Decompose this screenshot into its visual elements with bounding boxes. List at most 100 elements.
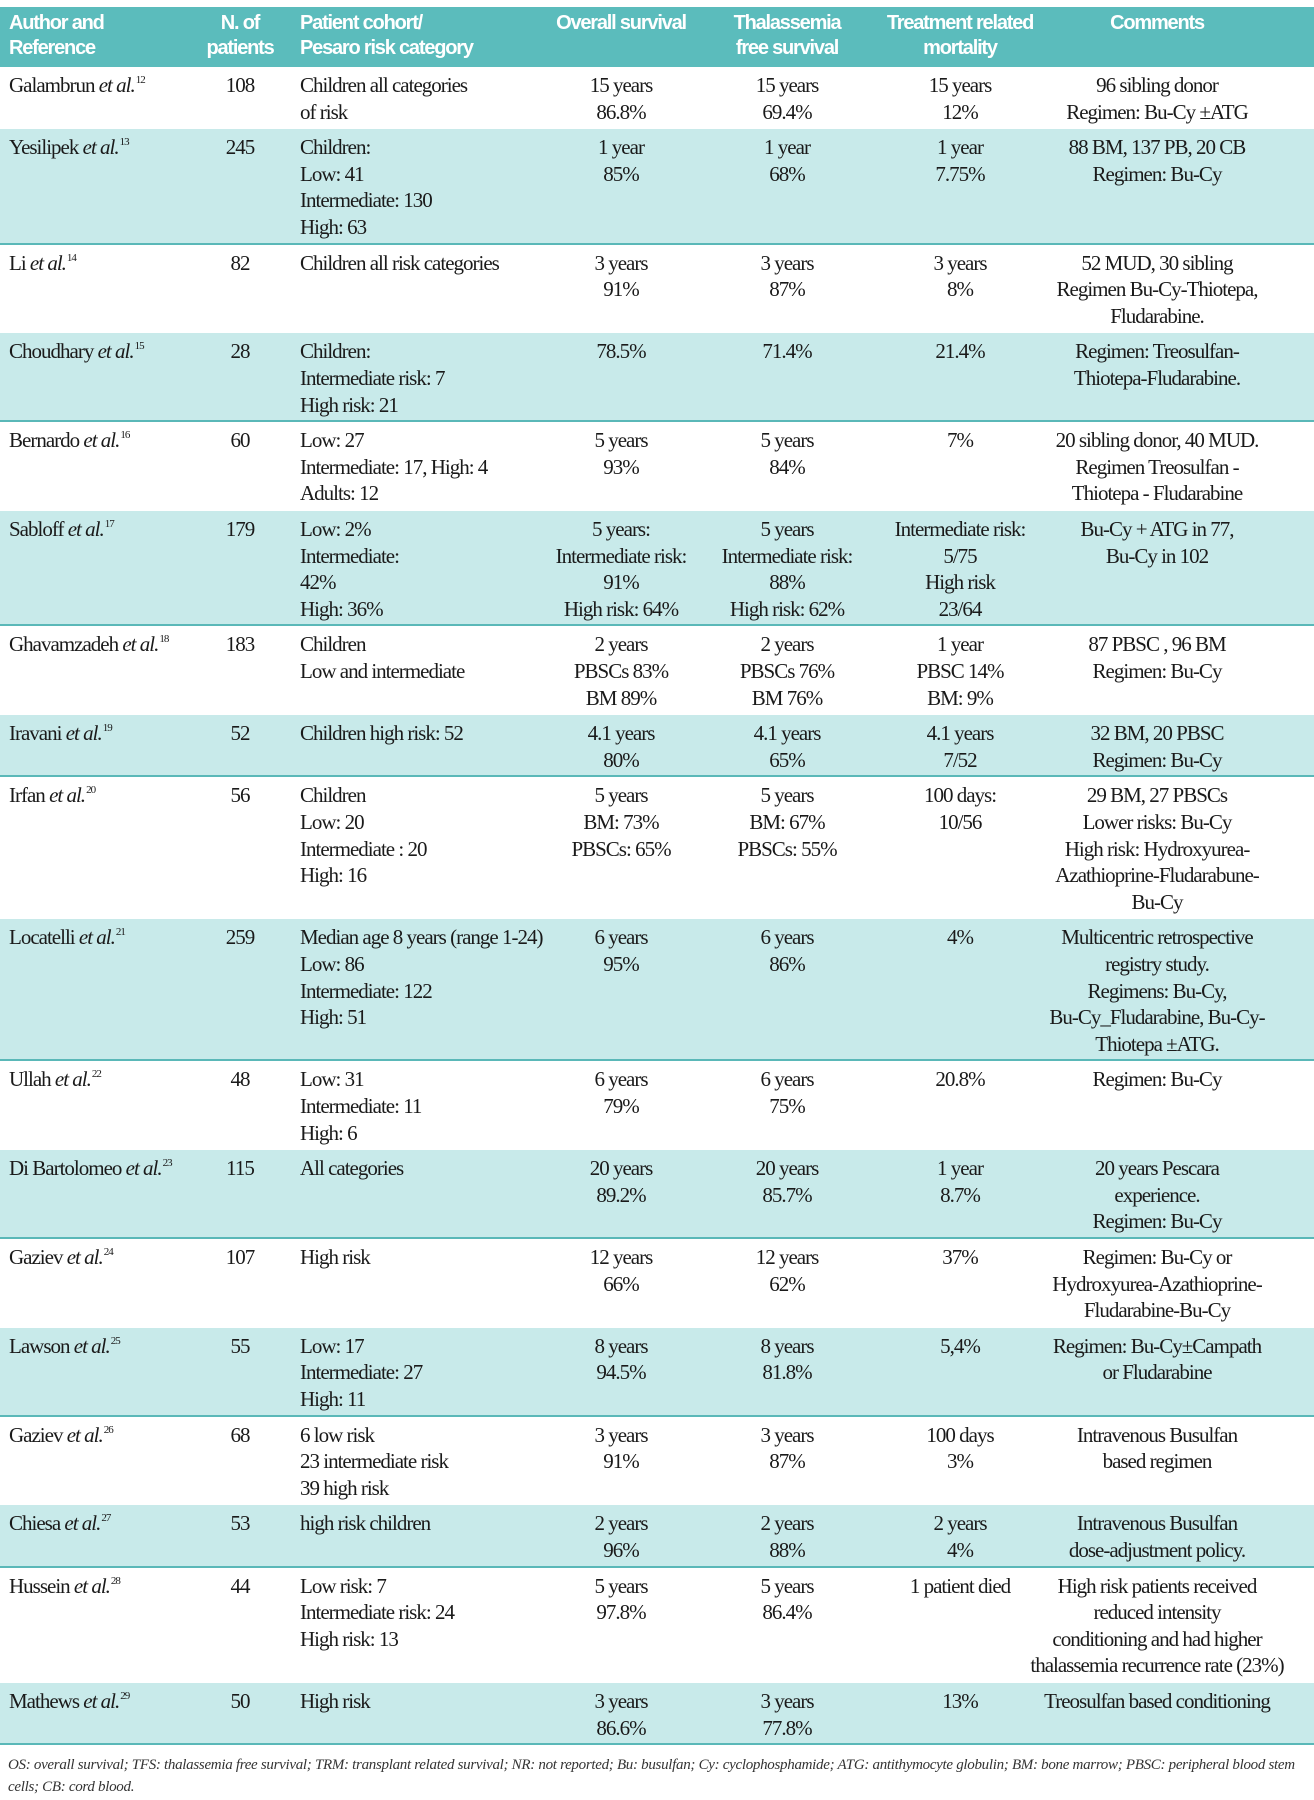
cell-cohort: 6 low risk 23 intermediate risk 39 high ri… [300, 1422, 540, 1502]
trm-line: 8% [947, 277, 974, 302]
cell-os: 6 years 79% [541, 1066, 701, 1119]
tfs-line: 88% [769, 570, 805, 595]
cell-cohort: Children Low: 20 Intermediate : 20 High: 16 [300, 782, 540, 888]
reference-number: 18 [159, 633, 169, 646]
cell-n: 179 [200, 516, 280, 543]
comments-line: Lower risks: Bu-Cy [1082, 809, 1233, 834]
et-al: et al. [49, 783, 86, 808]
cell-os: 12 years 66% [541, 1244, 701, 1297]
cell-tfs: 15 years 69.4% [707, 72, 867, 125]
comments-line: Thiotepa-Fludarabine. [1073, 365, 1241, 390]
author-name: Gaziev [9, 1422, 63, 1447]
cell-os: 5 years 93% [541, 427, 701, 480]
cohort-line: Intermediate risk: 7 [300, 365, 445, 390]
author-name: Galambrun [9, 73, 95, 97]
patient-count: 55 [230, 1333, 251, 1358]
header-comments: Comments [1027, 11, 1287, 36]
cohort-line: 39 high risk [300, 1475, 389, 1500]
cohort-line: 23 intermediate risk [300, 1449, 449, 1474]
cohort-line: Intermediate: 17, High: 4 [300, 454, 488, 479]
cell-tfs: 8 years 81.8% [707, 1333, 867, 1386]
trm-line: 10/56 [938, 809, 983, 834]
cell-trm: 5,4% [885, 1333, 1035, 1360]
tfs-line: 3 years [760, 250, 814, 275]
cohort-line: Children: [300, 339, 371, 364]
author-name: Mathews [9, 1688, 80, 1713]
cell-trm: 100 days: 10/56 [885, 782, 1035, 835]
cohort-line: All categories [300, 1156, 404, 1181]
cell-author: Hussein et al.28 [9, 1573, 199, 1600]
trm-line: PBSC 14% [916, 658, 1004, 683]
cell-n: 107 [200, 1244, 280, 1271]
cell-tfs: 5 years BM: 67% PBSCs: 55% [707, 782, 867, 862]
os-line: 94.5% [596, 1360, 646, 1385]
patient-count: 107 [225, 1244, 255, 1269]
reference-number: 27 [101, 1512, 111, 1525]
os-line: 95% [603, 951, 639, 976]
os-line: PBSCs 83% [573, 658, 669, 683]
et-al: et al. [78, 925, 116, 950]
cell-author: Li et al.14 [9, 250, 199, 277]
tfs-line: 4.1 years [753, 721, 822, 746]
et-al: et al. [73, 1573, 111, 1598]
cohort-line: Low: 2% [300, 516, 372, 541]
cohort-line: Intermediate: 11 [300, 1093, 422, 1118]
os-line: 3 years [594, 250, 648, 275]
cell-tfs: 5 years 84% [707, 427, 867, 480]
trm-line: 3 years [933, 250, 987, 275]
cohort-line: Median age 8 years (range 1-24) [300, 925, 543, 950]
cohort-line: Children: [300, 135, 371, 160]
cohort-line: Intermediate risk: 24 [300, 1600, 455, 1625]
cell-cohort: High risk [300, 1688, 540, 1715]
os-line: 89.2% [596, 1182, 646, 1207]
table-footnote: OS: overall survival; TFS: thalassemia f… [8, 1757, 1295, 1795]
cohort-line: High risk: 21 [300, 392, 399, 417]
tfs-line: 1 year [764, 135, 811, 160]
comments-line: conditioning and had higher [1052, 1626, 1262, 1651]
comments-line: Regimen: Bu-Cy ±ATG [1066, 99, 1249, 124]
reference-number: 21 [115, 926, 126, 939]
cohort-line: High risk [300, 1688, 371, 1713]
comments-line: Fludarabine. [1110, 303, 1205, 328]
trm-line: 15 years [928, 73, 993, 97]
et-al: et al. [67, 516, 105, 541]
table-row: Iravani et al.19 52 Children high risk: 52… [0, 715, 1314, 778]
table-row: Ghavamzadeh et al.18 183 Children Low and i… [0, 626, 1314, 715]
author-name: Ghavamzadeh [9, 632, 119, 657]
table-row: Di Bartolomeo et al.23 115 All categories 2… [0, 1150, 1314, 1239]
cell-comments: 88 BM, 137 PB, 20 CB Regimen: Bu-Cy [1027, 134, 1287, 187]
cohort-line: High: 51 [300, 1005, 367, 1030]
reference-number: 12 [135, 74, 146, 86]
comments-line: Intravenous Busulfan [1076, 1511, 1238, 1536]
cell-cohort: Children all categories of risk [300, 72, 540, 125]
cohort-line: Low: 17 [300, 1333, 365, 1358]
os-line: 91% [603, 1449, 639, 1474]
cell-trm: 1 year 7.75% [885, 134, 1035, 187]
cell-trm: Intermediate risk: 5/75 High risk 23/64 [885, 516, 1035, 622]
cell-comments: Intravenous Busulfan based regimen [1027, 1422, 1287, 1475]
comments-line: High risk: Hydroxyurea- [1064, 836, 1251, 861]
patient-count: 68 [230, 1422, 251, 1447]
os-line: 86.8% [596, 99, 646, 124]
cohort-line: Intermediate: [300, 543, 400, 568]
cell-author: Gaziev et al.26 [9, 1422, 199, 1449]
author-reference: Yesilipek et al.13 [9, 134, 130, 161]
cell-cohort: Low: 17 Intermediate: 27 High: 11 [300, 1333, 540, 1413]
cell-author: Galambrun et al.12 [9, 72, 199, 99]
cell-n: 56 [200, 782, 280, 809]
reference-number: 26 [103, 1423, 114, 1436]
et-al: et al. [97, 339, 135, 364]
cell-os: 2 years PBSCs 83% BM 89% [541, 631, 701, 711]
cell-tfs: 12 years 62% [707, 1244, 867, 1297]
author-reference: Li et al.14 [9, 250, 77, 277]
author-name: Sabloff [9, 516, 64, 541]
cell-comments: Regimen: Bu-Cy or Hydroxyurea-Azathioprin… [1027, 1244, 1287, 1324]
table-row: Choudhary et al.15 28 Children: Intermediat… [0, 333, 1314, 423]
tfs-line: 2 years [760, 1511, 814, 1536]
cell-author: Iravani et al.19 [9, 720, 199, 747]
cell-tfs: 4.1 years 65% [707, 720, 867, 773]
author-name: Bernardo [9, 428, 80, 453]
author-name: Di Bartolomeo [9, 1156, 122, 1181]
trm-line: 100 days: [923, 783, 997, 808]
trm-line: 7% [947, 428, 974, 453]
